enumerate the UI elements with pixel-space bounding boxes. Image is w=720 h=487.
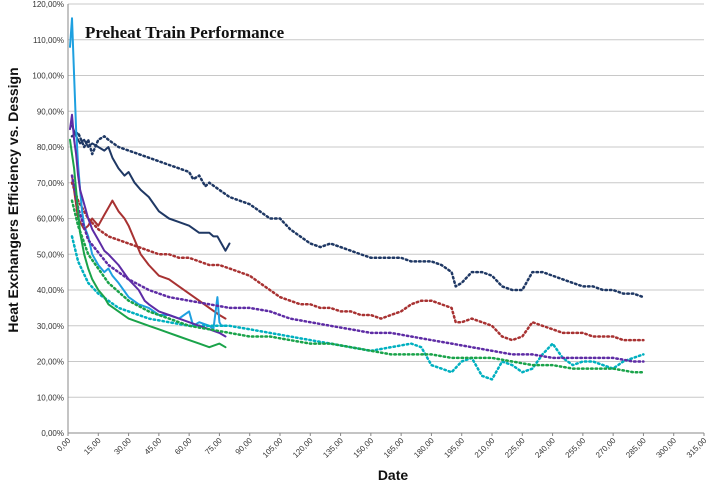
series-line-8 xyxy=(70,174,645,363)
series-line-9 xyxy=(69,138,227,349)
y-tick-label: 10,00% xyxy=(37,393,64,402)
y-tick-label: 100,00% xyxy=(32,72,64,81)
x-tick-label: 270,00 xyxy=(594,436,618,460)
x-tick-label: 210,00 xyxy=(473,436,497,460)
series-line-2 xyxy=(70,131,645,299)
gridlines xyxy=(68,3,704,398)
x-tick-label: 150,00 xyxy=(352,436,376,460)
y-tick-label: 120,00% xyxy=(32,0,64,9)
chart-title: Preheat Train Performance xyxy=(85,23,285,42)
x-tick-label: 225,00 xyxy=(503,436,527,460)
series-line-10 xyxy=(70,199,645,374)
x-tick-label: 90,00 xyxy=(234,436,255,457)
x-tick-label: 195,00 xyxy=(442,436,466,460)
series-line-6 xyxy=(70,235,645,381)
y-tick-label: 80,00% xyxy=(37,143,64,152)
y-tick-label: 50,00% xyxy=(37,250,64,259)
x-tick-label: 165,00 xyxy=(382,436,406,460)
y-tick-label: 40,00% xyxy=(37,286,64,295)
x-tick-label: 15,00 xyxy=(82,436,103,457)
x-tick-label: 45,00 xyxy=(143,436,164,457)
plot-area xyxy=(69,17,645,381)
x-tick-label: 30,00 xyxy=(112,436,133,457)
y-tick-label: 110,00% xyxy=(33,36,64,45)
y-tick-label: 0,00% xyxy=(41,429,64,438)
y-tick-label: 60,00% xyxy=(37,215,64,224)
y-tick-label: 20,00% xyxy=(37,358,64,367)
series-line-7 xyxy=(69,113,227,338)
series-line-4 xyxy=(70,181,645,342)
y-tick-labels: 0,00% 10,00% 20,00% 30,00% 40,00% 50,00% 60,00… xyxy=(32,0,64,438)
x-axis-title: Date xyxy=(378,467,409,483)
x-tick-label: 240,00 xyxy=(533,436,557,460)
x-tick-label: 60,00 xyxy=(173,436,194,457)
y-tick-label: 90,00% xyxy=(37,107,64,116)
x-tick-label: 120,00 xyxy=(291,436,315,460)
x-tick-label: 300,00 xyxy=(654,436,678,460)
x-tick-label: 135,00 xyxy=(321,436,345,460)
y-axis-title: Heat Exchangers Efficiency vs. Dessign xyxy=(5,67,21,332)
x-tick-label: 75,00 xyxy=(203,436,224,457)
x-tick-label: 255,00 xyxy=(564,436,588,460)
x-tick-labels: 0,00 15,00 30,00 45,00 60,00 75,00 90,00 105,00… xyxy=(55,436,709,460)
x-tick-label: 180,00 xyxy=(412,436,436,460)
axes xyxy=(67,4,705,436)
y-tick-label: 70,00% xyxy=(37,179,64,188)
x-tick-label: 285,00 xyxy=(624,436,648,460)
y-tick-label: 30,00% xyxy=(37,322,64,331)
x-tick-label: 0,00 xyxy=(55,436,73,454)
x-tick-label: 105,00 xyxy=(261,436,285,460)
x-tick-label: 315,00 xyxy=(685,436,709,460)
